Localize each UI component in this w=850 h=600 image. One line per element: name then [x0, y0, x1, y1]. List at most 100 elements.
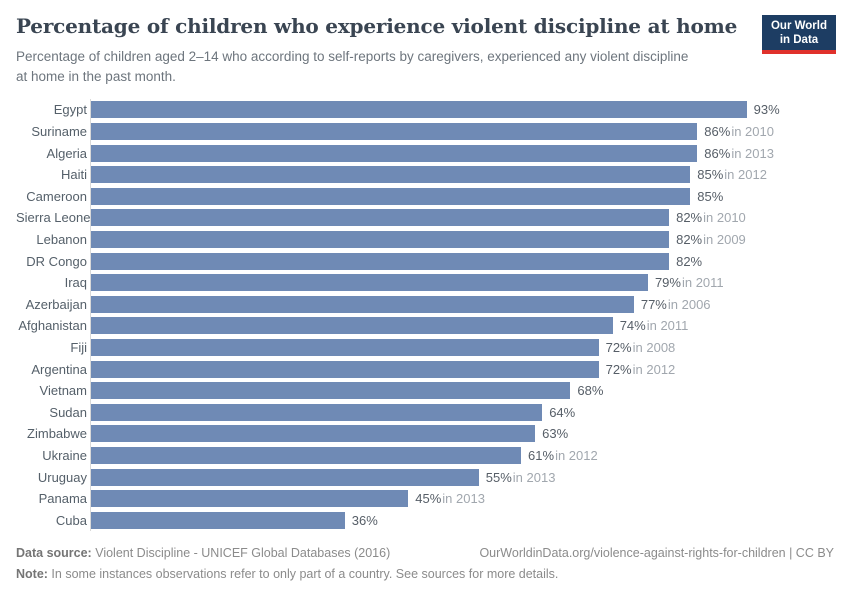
percent-text: 79%: [654, 275, 681, 291]
value-label: 55%in 2013: [486, 470, 556, 485]
value-label: 82%: [676, 254, 702, 269]
percent-text: 85%: [697, 188, 724, 204]
bar[interactable]: [91, 252, 670, 270]
footer-note-text: In some instances observations refer to …: [47, 567, 559, 581]
bar[interactable]: [91, 490, 409, 508]
country-label: Cameroon: [26, 188, 87, 204]
bar[interactable]: [91, 360, 599, 378]
bar-track: 77%in 2006: [90, 293, 796, 316]
percent-text: 45%: [415, 491, 442, 507]
bar-track: 55%in 2013: [90, 466, 796, 488]
bar-row: Uruguay 55%in 2013: [16, 466, 834, 488]
data-source: Data source: Violent Discipline - UNICEF…: [16, 546, 390, 560]
bar[interactable]: [91, 230, 670, 248]
percent-text: 74%: [619, 318, 646, 334]
value-label: 74%in 2011: [620, 318, 689, 333]
bar-track: 82%in 2009: [90, 228, 796, 251]
percent-text: 61%: [528, 447, 555, 463]
year-text: in 2008: [632, 339, 676, 355]
value-label: 36%: [352, 513, 378, 528]
value-label: 64%: [549, 405, 575, 420]
year-text: in 2012: [555, 447, 598, 463]
year-text: in 2011: [646, 318, 689, 334]
country-label: Afghanistan: [18, 318, 87, 334]
bar-track: 45%in 2013: [90, 487, 796, 510]
bar-row: Zimbabwe 63%: [16, 423, 834, 445]
bar[interactable]: [91, 468, 479, 486]
bar[interactable]: [91, 511, 345, 529]
bar[interactable]: [91, 338, 599, 356]
owid-logo[interactable]: Our World in Data: [762, 15, 836, 54]
percent-text: 36%: [351, 512, 378, 528]
year-text: in 2010: [731, 124, 774, 140]
percent-text: 77%: [640, 296, 667, 312]
country-label: Panama: [38, 491, 87, 507]
value-label: 45%in 2013: [415, 491, 485, 506]
country-label: Algeria: [46, 145, 87, 161]
bar-track: 72%in 2012: [90, 358, 796, 380]
percent-text: 64%: [549, 404, 576, 420]
value-label: 82%in 2010: [676, 210, 746, 225]
percent-text: 82%: [676, 210, 703, 226]
country-label: Cuba: [55, 512, 87, 528]
percent-text: 68%: [577, 383, 604, 399]
footer-line1: Data source: Violent Discipline - UNICEF…: [16, 546, 834, 560]
bar[interactable]: [91, 295, 634, 313]
country-label: Sudan: [49, 404, 87, 420]
bar-row: Lebanon 82%in 2009: [16, 228, 834, 251]
bar[interactable]: [91, 446, 522, 464]
bar-row: Suriname 86%in 2010: [16, 120, 834, 143]
value-label: 86%in 2013: [704, 146, 774, 161]
country-label: Lebanon: [36, 231, 87, 247]
value-label: 86%in 2010: [704, 124, 774, 139]
chart-header: Percentage of children who experience vi…: [16, 14, 836, 86]
bar-track: 36%: [90, 509, 796, 531]
bar[interactable]: [91, 101, 747, 119]
bar[interactable]: [91, 403, 543, 421]
bar[interactable]: [91, 317, 613, 335]
bar-track: 64%: [90, 401, 796, 424]
bar[interactable]: [91, 382, 571, 400]
country-label: Ukraine: [42, 447, 87, 463]
data-source-label: Data source:: [16, 546, 92, 560]
percent-text: 72%: [605, 361, 632, 377]
year-text: in 2006: [667, 296, 711, 312]
bar-track: 74%in 2011: [90, 315, 796, 337]
bar-track: 82%: [90, 250, 796, 272]
bar-row: Fiji 72%in 2008: [16, 336, 834, 359]
bar-row: Cameroon 85%: [16, 185, 834, 208]
bar-row: Argentina 72%in 2012: [16, 358, 834, 380]
value-label: 85%: [697, 189, 723, 204]
country-label: Uruguay: [37, 469, 87, 485]
bar-row: Iraq 79%in 2011: [16, 271, 834, 294]
footer-note: Note: In some instances observations ref…: [16, 567, 834, 581]
year-text: in 2013: [442, 491, 485, 507]
value-label: 63%: [542, 426, 568, 441]
bar-row: Sierra Leone 82%in 2010: [16, 207, 834, 229]
bar[interactable]: [91, 274, 648, 292]
bar-row: Ukraine 61%in 2012: [16, 444, 834, 467]
bar[interactable]: [91, 425, 536, 443]
bar-track: 79%in 2011: [90, 271, 796, 294]
bar-track: 68%: [90, 379, 796, 402]
bar-track: 93%: [90, 99, 796, 121]
bar[interactable]: [91, 144, 698, 162]
bar[interactable]: [91, 166, 691, 184]
bar[interactable]: [91, 209, 670, 227]
bar-track: 85%in 2012: [90, 163, 796, 186]
bar-row: Egypt 93%: [16, 99, 834, 121]
value-label: 61%in 2012: [528, 448, 598, 463]
country-label: Vietnam: [39, 383, 87, 399]
percent-text: 55%: [485, 469, 512, 485]
year-text: in 2011: [681, 275, 724, 291]
year-text: in 2012: [632, 361, 676, 377]
bar-row: Cuba 36%: [16, 509, 834, 531]
value-label: 72%in 2012: [606, 362, 676, 377]
bar[interactable]: [91, 123, 698, 141]
footer-url[interactable]: OurWorldinData.org/violence-against-righ…: [479, 546, 834, 560]
percent-text: 82%: [676, 231, 703, 247]
percent-text: 86%: [704, 145, 731, 161]
bar-row: Panama 45%in 2013: [16, 487, 834, 510]
bar-row: Sudan 64%: [16, 401, 834, 424]
bar[interactable]: [91, 187, 691, 205]
